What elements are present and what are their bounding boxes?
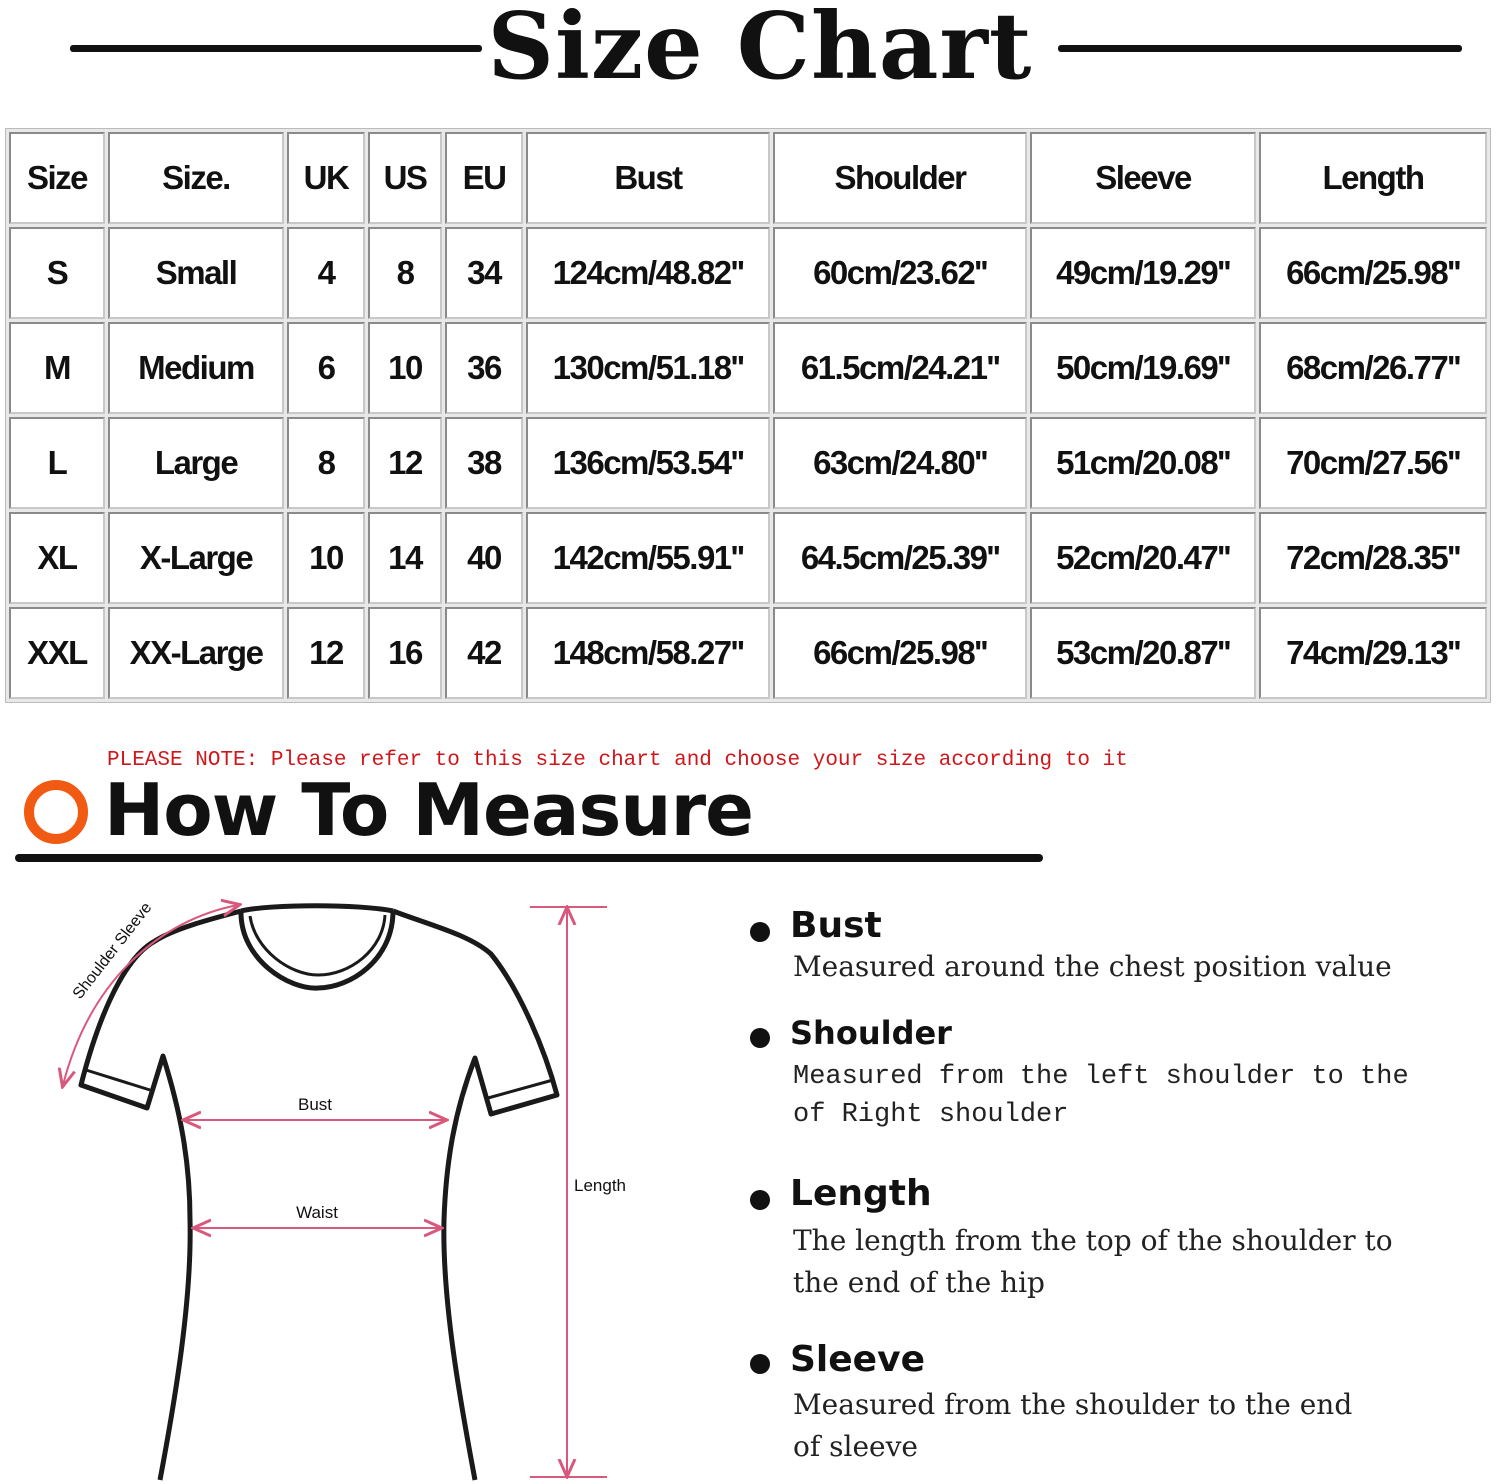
table-cell: 34 [445, 227, 523, 319]
shoulder-sleeve-arrow [63, 905, 238, 1085]
table-cell: 12 [368, 417, 442, 509]
table-cell: 12 [287, 607, 365, 699]
length-label: Length [574, 1176, 626, 1195]
table-cell: XL [9, 512, 105, 604]
table-cell: 66cm/25.98'' [1259, 227, 1487, 319]
item-heading: Bust [790, 905, 882, 946]
table-cell: S [9, 227, 105, 319]
table-cell: Large [108, 417, 284, 509]
table-cell: 51cm/20.08'' [1030, 417, 1256, 509]
table-cell: 36 [445, 322, 523, 414]
item-description: Measured from the left shoulder to the [793, 1062, 1409, 1092]
column-header: UK [287, 132, 365, 224]
section-rule [15, 854, 1043, 862]
column-header: Size [9, 132, 105, 224]
bullet-icon [750, 1190, 770, 1210]
table-header-row: Size Size. UK US EU Bust Shoulder Sleeve Length [9, 132, 1487, 224]
table-cell: 70cm/27.56'' [1259, 417, 1487, 509]
table-cell: 42 [445, 607, 523, 699]
table-cell: 38 [445, 417, 523, 509]
table-cell: 66cm/25.98'' [773, 607, 1027, 699]
table-cell: 49cm/19.29'' [1030, 227, 1256, 319]
table-cell: 16 [368, 607, 442, 699]
table-cell: 8 [368, 227, 442, 319]
bullet-icon [750, 922, 770, 942]
table-cell: 60cm/23.62'' [773, 227, 1027, 319]
table-cell: 74cm/29.13'' [1259, 607, 1487, 699]
column-header: Bust [526, 132, 770, 224]
table-cell: 124cm/48.82'' [526, 227, 770, 319]
tshirt-outline [78, 903, 560, 1481]
table-cell: 6 [287, 322, 365, 414]
table-cell: 64.5cm/25.39'' [773, 512, 1027, 604]
table-cell: Small [108, 227, 284, 319]
item-description: Measured around the chest position value [793, 950, 1392, 983]
table-cell: Medium [108, 322, 284, 414]
page-title: Size Chart [487, 0, 1033, 100]
table-cell: 136cm/53.54'' [526, 417, 770, 509]
item-description: the end of the hip [793, 1266, 1045, 1299]
table-cell: M [9, 322, 105, 414]
table-cell: 10 [368, 322, 442, 414]
column-header: Size. [108, 132, 284, 224]
bullet-icon [750, 1354, 770, 1374]
table-row: XXL XX-Large 12 16 42 148cm/58.27'' 66cm/25.98… [9, 607, 1487, 699]
table-cell: 142cm/55.91'' [526, 512, 770, 604]
bullet-icon [750, 1028, 770, 1048]
orange-ring-icon [24, 780, 88, 844]
table-cell: 4 [287, 227, 365, 319]
table-cell: 148cm/58.27'' [526, 607, 770, 699]
table-cell: 40 [445, 512, 523, 604]
item-description: of sleeve [793, 1430, 918, 1463]
table-cell: 53cm/20.87'' [1030, 607, 1256, 699]
table-cell: 52cm/20.47'' [1030, 512, 1256, 604]
title-rule-right [1058, 45, 1462, 52]
table-cell: L [9, 417, 105, 509]
table-cell: 68cm/26.77'' [1259, 322, 1487, 414]
column-header: US [368, 132, 442, 224]
column-header: Shoulder [773, 132, 1027, 224]
item-heading: Length [790, 1173, 932, 1214]
item-heading: Shoulder [790, 1014, 952, 1052]
title-rule-left [70, 45, 482, 52]
item-description: The length from the top of the shoulder … [793, 1224, 1393, 1257]
table-row: M Medium 6 10 36 130cm/51.18'' 61.5cm/24.21'' 5… [9, 322, 1487, 414]
column-header: EU [445, 132, 523, 224]
table-cell: 63cm/24.80'' [773, 417, 1027, 509]
table-cell: 8 [287, 417, 365, 509]
column-header: Length [1259, 132, 1487, 224]
table-cell: X-Large [108, 512, 284, 604]
table-cell: 130cm/51.18'' [526, 322, 770, 414]
table-cell: 61.5cm/24.21'' [773, 322, 1027, 414]
tshirt-diagram: Shoulder Sleeve Bust Waist Length [0, 880, 626, 1481]
table-cell: XX-Large [108, 607, 284, 699]
table-cell: XXL [9, 607, 105, 699]
table-cell: 14 [368, 512, 442, 604]
item-description: Measured from the shoulder to the end [793, 1388, 1353, 1421]
size-chart-table: Size Size. UK US EU Bust Shoulder Sleeve Length S… [5, 128, 1491, 703]
table-row: S Small 4 8 34 124cm/48.82'' 60cm/23.62'' 49cm/… [9, 227, 1487, 319]
table-row: L Large 8 12 38 136cm/53.54'' 63cm/24.80'' 51cm… [9, 417, 1487, 509]
table-cell: 72cm/28.35'' [1259, 512, 1487, 604]
table-cell: 10 [287, 512, 365, 604]
column-header: Sleeve [1030, 132, 1256, 224]
item-description: of Right shoulder [793, 1100, 1069, 1130]
bust-label: Bust [298, 1095, 332, 1114]
table-cell: 50cm/19.69'' [1030, 322, 1256, 414]
how-to-measure-title: How To Measure [104, 768, 754, 852]
size-note: PLEASE NOTE: Please refer to this size c… [107, 749, 1128, 772]
table-row: XL X-Large 10 14 40 142cm/55.91'' 64.5cm/25.39… [9, 512, 1487, 604]
waist-label: Waist [296, 1203, 338, 1222]
item-heading: Sleeve [790, 1339, 925, 1380]
